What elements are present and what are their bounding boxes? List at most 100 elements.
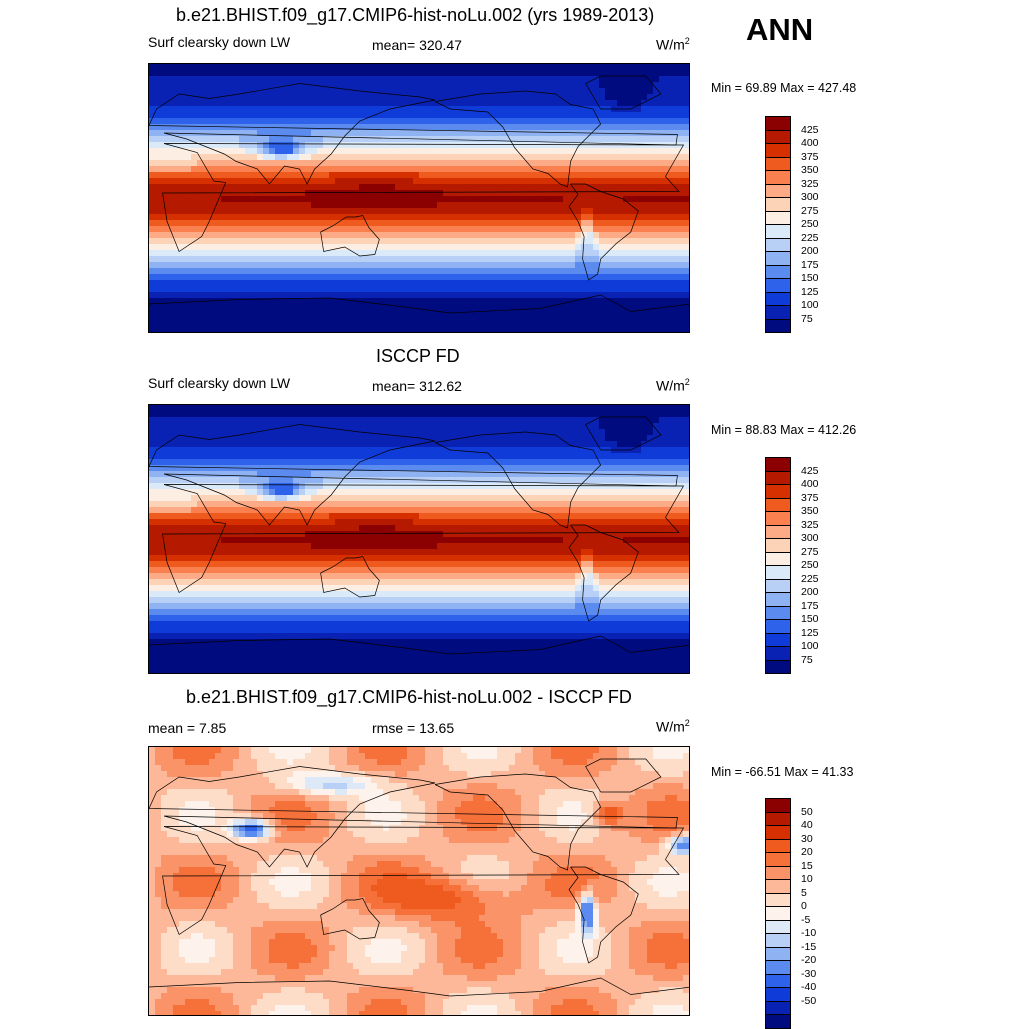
colorbar-label: 100 bbox=[801, 640, 819, 652]
colorbar-swatch bbox=[765, 865, 791, 880]
colorbar-swatch bbox=[765, 156, 791, 171]
colorbar-label: 275 bbox=[801, 545, 819, 558]
colorbar-label: 30 bbox=[801, 832, 813, 845]
colorbar-label: 15 bbox=[801, 859, 813, 872]
coastline bbox=[320, 556, 380, 598]
panel-1-title: b.e21.BHIST.f09_g17.CMIP6-hist-noLu.002 … bbox=[176, 5, 655, 25]
coastline bbox=[568, 524, 639, 622]
colorbar-swatch bbox=[765, 605, 791, 620]
colorbar-label: 75 bbox=[801, 653, 813, 666]
colorbar-label: 425 bbox=[801, 464, 819, 477]
coastline bbox=[149, 424, 678, 526]
colorbar-swatch bbox=[765, 264, 791, 279]
colorbar-swatch bbox=[765, 251, 791, 266]
colorbar-swatch bbox=[765, 879, 791, 894]
colorbar-label: 400 bbox=[801, 137, 819, 149]
panel-3-colorbar: 50 40 30 20 15 10 5 0 -5 -10 -15 -20 -30 -40 -50 bbox=[765, 798, 816, 1029]
coastline bbox=[162, 143, 685, 253]
colorbar-label: -20 bbox=[801, 954, 817, 966]
colorbar-swatch bbox=[765, 278, 791, 293]
colorbar-label: 125 bbox=[801, 626, 819, 639]
colorbar-swatch bbox=[765, 933, 791, 948]
colorbar-label: -50 bbox=[801, 994, 817, 1007]
colorbar-swatch bbox=[765, 129, 791, 144]
colorbar-label: 300 bbox=[801, 532, 819, 544]
colorbar-label: -5 bbox=[801, 913, 811, 926]
colorbar-label: 175 bbox=[801, 258, 819, 271]
panel-3-mean-label: mean = 7.85 bbox=[148, 720, 227, 736]
colorbar-label: 75 bbox=[801, 312, 813, 325]
colorbar-label: 5 bbox=[801, 886, 807, 899]
colorbar-swatch bbox=[765, 291, 791, 306]
colorbar-label: 325 bbox=[801, 518, 819, 531]
colorbar-swatch bbox=[765, 973, 791, 988]
colorbar-label: 175 bbox=[801, 599, 819, 612]
colorbar-label: 250 bbox=[801, 218, 819, 230]
colorbar-swatch bbox=[765, 987, 791, 1002]
colorbar-swatch bbox=[765, 143, 791, 158]
colorbar-swatch bbox=[765, 484, 791, 499]
panel-2-units: W/m2 bbox=[656, 377, 690, 394]
coastline bbox=[320, 215, 380, 257]
colorbar-label: 20 bbox=[801, 846, 813, 858]
panel-3-units: W/m2 bbox=[656, 718, 690, 735]
map-field bbox=[149, 747, 689, 1015]
panel-3-map bbox=[148, 746, 690, 1016]
colorbar-label: 225 bbox=[801, 231, 819, 244]
coastline bbox=[585, 416, 662, 451]
coastline bbox=[568, 866, 639, 964]
panel-2-mean-label: mean= 312.62 bbox=[372, 378, 462, 394]
colorbar-swatch bbox=[765, 210, 791, 225]
colorbar-swatch bbox=[765, 116, 791, 131]
colorbar-swatch bbox=[765, 318, 791, 333]
panel-1-colorbar: 425 400 375 350 325 300 275 250 225 200 175 150 125 1… bbox=[765, 116, 819, 333]
colorbar-swatch bbox=[765, 960, 791, 975]
colorbar-swatch bbox=[765, 565, 791, 580]
coastline bbox=[434, 773, 602, 871]
colorbar-label: 325 bbox=[801, 177, 819, 190]
colorbar-label: 100 bbox=[801, 299, 819, 311]
colorbar-label: 300 bbox=[801, 191, 819, 203]
colorbar-label: 200 bbox=[801, 586, 819, 598]
colorbar-swatch bbox=[765, 592, 791, 607]
colorbar-swatch bbox=[765, 538, 791, 553]
coastline bbox=[162, 484, 685, 594]
panel-1-minmax: Min = 69.89 Max = 427.48 bbox=[711, 81, 857, 95]
colorbar-swatch bbox=[765, 632, 791, 647]
colorbar-swatch bbox=[765, 825, 791, 840]
colorbar-swatch bbox=[765, 659, 791, 674]
colorbar-swatch bbox=[765, 305, 791, 320]
coastline bbox=[149, 635, 689, 655]
colorbar-label: 375 bbox=[801, 150, 819, 163]
panel-3-rmse-label: rmse = 13.65 bbox=[372, 720, 455, 736]
colorbar-swatch bbox=[765, 470, 791, 485]
colorbar-swatch bbox=[765, 511, 791, 526]
panel-1-variable-label: Surf clearsky down LW bbox=[148, 34, 291, 50]
colorbar-swatch bbox=[765, 183, 791, 198]
colorbar-swatch bbox=[765, 892, 791, 907]
colorbar-swatch bbox=[765, 646, 791, 661]
colorbar-label: 125 bbox=[801, 285, 819, 298]
colorbar-label: -10 bbox=[801, 927, 817, 939]
colorbar-swatch bbox=[765, 838, 791, 853]
panel-2-variable-label: Surf clearsky down LW bbox=[148, 375, 291, 391]
panel-2-map bbox=[148, 404, 690, 674]
colorbar-label: 0 bbox=[801, 900, 807, 912]
colorbar-swatch bbox=[765, 457, 791, 472]
colorbar-label: 225 bbox=[801, 572, 819, 585]
colorbar-label: 150 bbox=[801, 613, 819, 625]
colorbar-label: 350 bbox=[801, 164, 819, 176]
panel-2-minmax: Min = 88.83 Max = 412.26 bbox=[711, 423, 857, 437]
map-field bbox=[149, 405, 689, 673]
coastline bbox=[149, 294, 689, 314]
panel-2-colorbar: 425 400 375 350 325 300 275 250 225 200 175 150 125 1… bbox=[765, 457, 819, 674]
colorbar-swatch bbox=[765, 578, 791, 593]
colorbar-swatch bbox=[765, 919, 791, 934]
colorbar-swatch bbox=[765, 197, 791, 212]
colorbar-swatch bbox=[765, 497, 791, 512]
colorbar-label: -40 bbox=[801, 981, 817, 993]
colorbar-swatch bbox=[765, 551, 791, 566]
colorbar-swatch bbox=[765, 1014, 791, 1029]
colorbar-swatch bbox=[765, 619, 791, 634]
coastline bbox=[434, 431, 602, 529]
